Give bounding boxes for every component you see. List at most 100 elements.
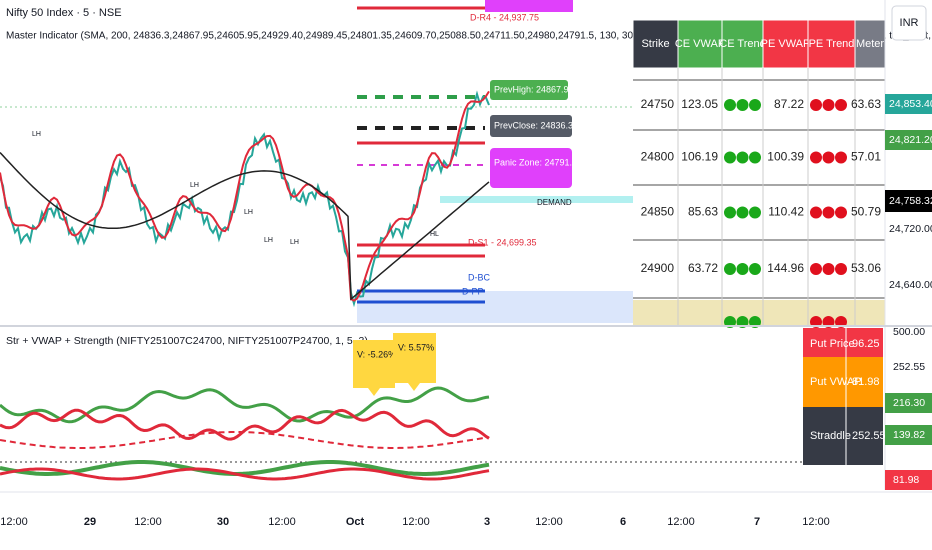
time-label: 12:00 <box>0 516 28 528</box>
swing-label: HL <box>430 231 439 238</box>
callout-label: V: 5.57% <box>398 342 434 352</box>
lower-scale-label: 252.55 <box>893 361 925 373</box>
straddle-row <box>803 407 883 465</box>
table-cell: 110.42 <box>768 205 804 219</box>
swing-label: LH <box>264 237 273 244</box>
time-label: 3 <box>484 516 490 528</box>
strength-curves <box>0 386 490 481</box>
callout-box <box>393 333 436 391</box>
time-label: 12:00 <box>402 516 430 528</box>
price-curves <box>0 90 490 308</box>
symbol-title: Nifty 50 Index · 5 · NSE <box>6 7 122 19</box>
trend-dot <box>724 263 736 275</box>
table-cell: 63.63 <box>851 97 881 111</box>
trend-dot <box>810 206 822 219</box>
prev-close-box <box>490 115 572 137</box>
trend-dot <box>749 151 761 164</box>
header-cell <box>807 19 856 69</box>
trend-dot <box>822 263 835 275</box>
trend-dot <box>736 99 749 111</box>
indicator-text: Master Indicator (SMA, 200, 24836.3,2486… <box>6 31 932 42</box>
strength-line <box>0 460 490 476</box>
trend-dot <box>749 99 761 111</box>
swing-label: LH <box>32 131 41 138</box>
lower-pane-title: Str + VWAP + Strength (NIFTY251007C24700… <box>6 335 368 347</box>
lower-scale-label: 139.82 <box>893 429 925 441</box>
scale-box <box>885 393 932 413</box>
s1-label: D-S1 - 24,699.35 <box>468 237 537 247</box>
lower-scale-label: 500.00 <box>893 326 925 338</box>
trend-dot <box>835 206 847 219</box>
time-label: 12:00 <box>535 516 563 528</box>
table-cell: 85.63 <box>688 205 718 219</box>
table-cell: 87.22 <box>774 97 804 111</box>
lower-scale-label: 216.30 <box>893 397 925 409</box>
table-cell: 106.19 <box>681 150 718 164</box>
currency-label[interactable]: INR <box>900 17 919 29</box>
strength-line <box>0 467 490 481</box>
price-box <box>885 190 932 212</box>
trend-dot <box>835 151 847 164</box>
vwap-line <box>0 431 490 449</box>
put-line <box>0 408 490 441</box>
prev-close-label: PrevClose: 24836.30 <box>494 120 578 130</box>
scale-box <box>885 470 932 490</box>
trend-dot <box>724 151 736 164</box>
trend-dot <box>749 206 761 219</box>
red-line <box>0 90 490 302</box>
table-cell: 24800 <box>641 150 675 164</box>
trend-dot <box>835 99 847 111</box>
trend-dot <box>724 99 736 111</box>
time-label: 7 <box>754 516 760 528</box>
candles <box>0 90 490 308</box>
table-cell: Put VWAP <box>810 376 862 388</box>
header-label: PE Trend <box>809 38 855 50</box>
currency-box[interactable] <box>891 5 927 41</box>
header-label: CE VWAP <box>675 38 725 50</box>
trend-dot <box>736 151 749 164</box>
table-cell: 96.25 <box>852 338 880 350</box>
table-cell: 57.01 <box>851 150 881 164</box>
table-cell: 123.05 <box>681 97 718 111</box>
header-label: PE VWAP <box>761 38 811 50</box>
put-price-row <box>803 328 883 357</box>
panic-zone-label: Panic Zone: 24791.50 <box>494 157 582 167</box>
price-label: 24,853.40 <box>889 98 932 110</box>
trend-dot <box>749 263 761 275</box>
table-cell: 50.79 <box>851 205 881 219</box>
price-box <box>885 130 932 150</box>
time-label: 12:00 <box>134 516 162 528</box>
prev-high-box <box>490 80 568 100</box>
demand-label: DEMAND <box>537 198 572 207</box>
r4-box <box>485 0 573 12</box>
header-label: Strike <box>641 38 669 50</box>
time-label: 30 <box>217 516 229 528</box>
scale-box <box>885 425 932 445</box>
put-vwap-row <box>803 357 883 407</box>
table-body <box>633 68 885 326</box>
trend-dot <box>736 263 749 275</box>
prev-high-label: PrevHigh: 24867.95 <box>494 84 574 94</box>
trend-dot <box>822 151 835 164</box>
lower-scale-label: 81.98 <box>893 474 919 486</box>
header-cell <box>677 19 723 69</box>
swing-label: LH <box>244 209 253 216</box>
r4-label: D-R4 - 24,937.75 <box>470 12 539 22</box>
trend-dot <box>724 206 736 219</box>
trend-dot <box>736 206 749 219</box>
table-cell: 252.55 <box>852 430 886 442</box>
sma-line <box>0 151 490 301</box>
time-axis: 12:00 29 12:00 30 12:00 Oct 12:00 3 12:00 6 12:00 7… <box>0 516 830 528</box>
table-cell: 100.39 <box>767 150 804 164</box>
trend-dot <box>810 99 822 111</box>
trend-dot <box>822 99 835 111</box>
pp-label: D-PP <box>462 286 484 296</box>
callout-box <box>353 340 395 396</box>
time-label: 6 <box>620 516 626 528</box>
price-label: 24,758.32 <box>889 195 932 207</box>
price-label: 24,821.20 <box>889 134 932 146</box>
time-label: 12:00 <box>667 516 695 528</box>
bc-label: D-BC <box>468 272 490 282</box>
